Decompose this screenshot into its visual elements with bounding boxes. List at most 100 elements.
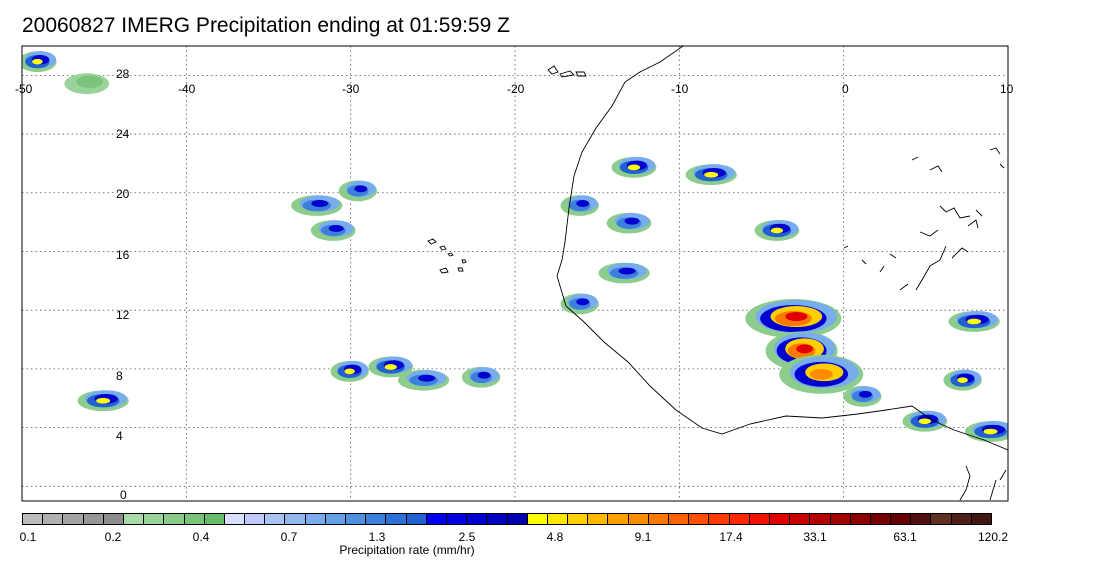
lon-tick-label: -40 (178, 82, 196, 96)
lat-tick-label: 24 (116, 127, 130, 141)
rain-cell (779, 354, 864, 394)
lat-tick-label: 20 (116, 187, 130, 201)
scale-swatch (487, 514, 508, 524)
scale-label: 0.4 (192, 530, 210, 544)
scale-swatch (43, 514, 64, 524)
scale-swatch (305, 514, 326, 524)
scale-swatch (588, 514, 609, 524)
scale-swatch (729, 514, 750, 524)
scale-swatch (346, 514, 367, 524)
color-scale-bar (22, 513, 992, 525)
scale-swatch (446, 514, 468, 524)
scale-swatch (527, 514, 548, 524)
scale-label: 17.4 (719, 530, 743, 544)
scale-label: 2.5 (458, 530, 476, 544)
rain-cell (310, 220, 356, 241)
rain-cell (606, 212, 652, 234)
scale-swatch (224, 514, 246, 524)
scale-swatch (83, 514, 104, 524)
scale-swatch (63, 514, 84, 524)
scale-label: 63.1 (893, 530, 917, 544)
lat-tick-label: 16 (116, 248, 130, 262)
lon-tick-label: -30 (342, 82, 360, 96)
scale-label: 33.1 (803, 530, 827, 544)
scale-swatch (164, 514, 185, 524)
scale-swatch (749, 514, 770, 524)
scale-swatch (507, 514, 528, 524)
lon-tick-label: 0 (842, 82, 849, 96)
lat-tick-label: 28 (116, 67, 130, 81)
rain-cell (338, 180, 378, 202)
scale-swatch (810, 514, 831, 524)
rain-cells (22, 51, 1008, 442)
scale-swatch (648, 514, 669, 524)
scale-swatch (830, 514, 851, 524)
lon-tick-label: -50 (15, 82, 33, 96)
rain-cell (77, 390, 129, 412)
scale-swatch (204, 514, 225, 524)
rain-cell (754, 219, 800, 241)
scale-swatch (467, 514, 488, 524)
rain-cell (745, 299, 842, 339)
rain-cell (64, 73, 110, 95)
rain-cell (560, 293, 599, 315)
scale-label: 0.2 (104, 530, 122, 544)
scale-swatch (366, 514, 387, 524)
rain-cell (843, 385, 882, 407)
coastline-west-africa (427, 46, 1008, 501)
scale-swatch (184, 514, 205, 524)
scale-swatch (406, 514, 427, 524)
scale-swatch (23, 514, 44, 524)
lat-tick-label: 8 (116, 369, 123, 383)
lat-tick-label: 12 (116, 308, 130, 322)
scale-swatch (386, 514, 407, 524)
scale-label: 0.7 (280, 530, 298, 544)
lon-tick-label: -20 (507, 82, 525, 96)
scale-swatch (709, 514, 730, 524)
rain-cell (948, 310, 1000, 332)
scale-swatch (608, 514, 629, 524)
scale-swatch (790, 514, 811, 524)
lat-tick-label: 0 (120, 488, 127, 502)
lat-tick-label: 4 (116, 429, 123, 443)
scale-swatch (547, 514, 569, 524)
rain-cell (398, 369, 450, 391)
map-title: 20060827 IMERG Precipitation ending at 0… (22, 14, 510, 37)
scale-swatch (870, 514, 892, 524)
rain-cell (964, 421, 1008, 442)
lon-tick-label: -10 (671, 82, 689, 96)
scale-swatch (931, 514, 952, 524)
scale-swatch (426, 514, 447, 524)
graticule (21, 46, 1009, 501)
lon-tick-label: 10 (1000, 82, 1014, 96)
scale-swatch (689, 514, 710, 524)
scale-swatch (265, 514, 286, 524)
scale-swatch (951, 514, 972, 524)
rain-cell (902, 410, 948, 432)
scale-label: 1.3 (368, 530, 386, 544)
rain-cell (461, 366, 501, 388)
scale-swatch (891, 514, 912, 524)
scale-swatch (769, 514, 791, 524)
scale-swatch (911, 514, 932, 524)
scale-swatch (103, 514, 124, 524)
scale-label: 9.1 (634, 530, 652, 544)
scale-swatch (123, 514, 145, 524)
rain-cell (943, 369, 982, 391)
scale-swatch (325, 514, 346, 524)
rain-cell (22, 51, 57, 73)
scale-label: 4.8 (546, 530, 564, 544)
rain-cell (598, 262, 650, 284)
scale-swatch (285, 514, 306, 524)
scale-swatch (850, 514, 871, 524)
scale-swatch (971, 514, 991, 524)
scale-unit-label: Precipitation rate (mm/hr) (339, 543, 475, 557)
scale-swatch (568, 514, 589, 524)
rain-cell (685, 164, 737, 186)
scale-swatch (669, 514, 690, 524)
rain-cell (611, 156, 657, 178)
rain-cell (368, 356, 414, 378)
rain-cell (560, 195, 599, 216)
scale-label: 120.2 (977, 530, 1009, 544)
